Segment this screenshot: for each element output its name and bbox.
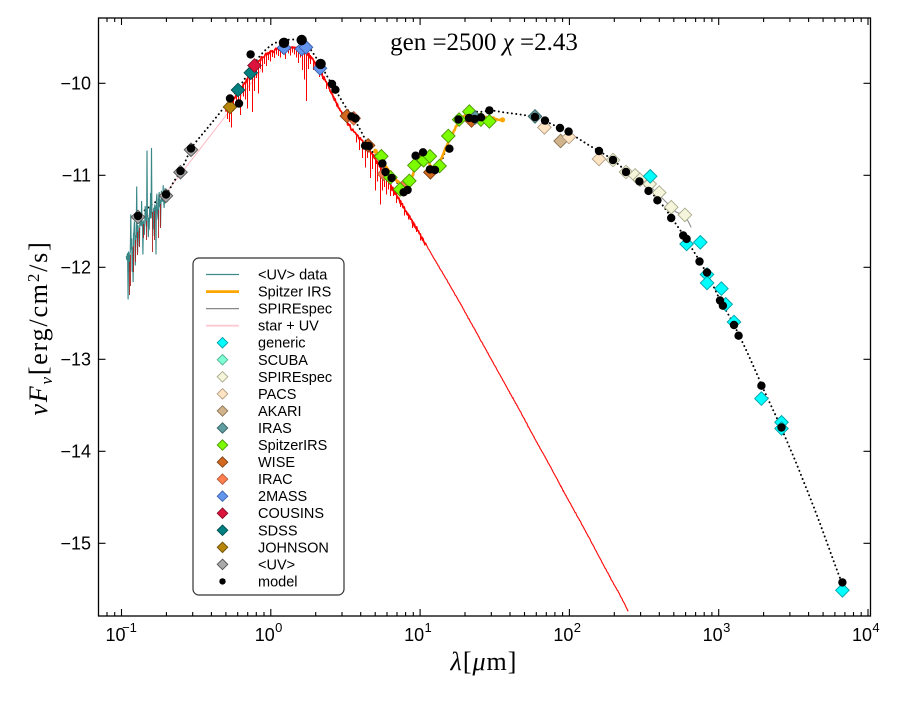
svg-text:−10: −10 [60, 73, 91, 93]
svg-text:10: 10 [105, 625, 125, 645]
svg-text:−15: −15 [60, 533, 91, 553]
svg-text:−1: −1 [122, 620, 137, 635]
svg-text:3: 3 [723, 620, 730, 635]
svg-text:SpitzerIRS: SpitzerIRS [258, 438, 327, 454]
svg-text:−14: −14 [60, 441, 91, 461]
svg-text:2: 2 [574, 620, 581, 635]
svg-text:1: 1 [424, 620, 431, 635]
svg-text:<UV>: <UV> [258, 557, 295, 573]
svg-text:−11: −11 [62, 165, 91, 185]
svg-text:COUSINS: COUSINS [258, 506, 324, 522]
svg-text:generic: generic [258, 336, 306, 352]
svg-text:AKARI: AKARI [258, 404, 302, 420]
svg-text:10: 10 [255, 625, 275, 645]
svg-text:JOHNSON: JOHNSON [258, 540, 329, 556]
svg-text:10: 10 [703, 625, 723, 645]
svg-text:model: model [258, 574, 298, 590]
svg-text:IRAS: IRAS [258, 421, 292, 437]
svg-text:SCUBA: SCUBA [258, 353, 308, 369]
svg-text:Spitzer IRS: Spitzer IRS [258, 285, 331, 301]
svg-text:10: 10 [553, 625, 573, 645]
svg-text:star + UV: star + UV [258, 319, 319, 335]
svg-text:PACS: PACS [258, 387, 296, 403]
svg-text:SDSS: SDSS [258, 523, 298, 539]
svg-text:SPIREspec: SPIREspec [258, 302, 332, 318]
svg-text:<UV> data: <UV> data [258, 268, 328, 284]
svg-text:10: 10 [404, 625, 424, 645]
svg-text:−12: −12 [60, 257, 91, 277]
svg-text:gen =2500 χ =2.43: gen =2500 χ =2.43 [390, 29, 578, 56]
svg-text:4: 4 [872, 620, 879, 635]
svg-text:IRAC: IRAC [258, 472, 293, 488]
svg-text:10: 10 [852, 625, 872, 645]
svg-text:0: 0 [275, 620, 282, 635]
svg-text:νFν[erg/cm2/s]: νFν[erg/cm2/s] [24, 240, 56, 415]
svg-text:λ[μm]: λ[μm] [450, 647, 518, 676]
svg-text:WISE: WISE [258, 455, 295, 471]
svg-text:−13: −13 [60, 349, 91, 369]
svg-text:2MASS: 2MASS [258, 489, 307, 505]
svg-text:SPIREspec: SPIREspec [258, 370, 332, 386]
